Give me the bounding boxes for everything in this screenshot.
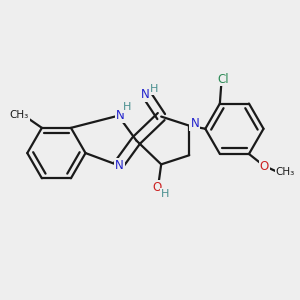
Text: O: O bbox=[260, 160, 269, 173]
Text: N: N bbox=[141, 88, 149, 101]
Text: H: H bbox=[150, 84, 158, 94]
Text: N: N bbox=[190, 117, 199, 130]
Text: CH₃: CH₃ bbox=[275, 167, 295, 177]
Text: H: H bbox=[123, 102, 131, 112]
Text: Cl: Cl bbox=[217, 73, 229, 85]
Text: H: H bbox=[161, 189, 170, 200]
Text: CH₃: CH₃ bbox=[10, 110, 29, 120]
Text: N: N bbox=[115, 159, 124, 172]
Text: N: N bbox=[116, 109, 124, 122]
Text: O: O bbox=[152, 181, 161, 194]
